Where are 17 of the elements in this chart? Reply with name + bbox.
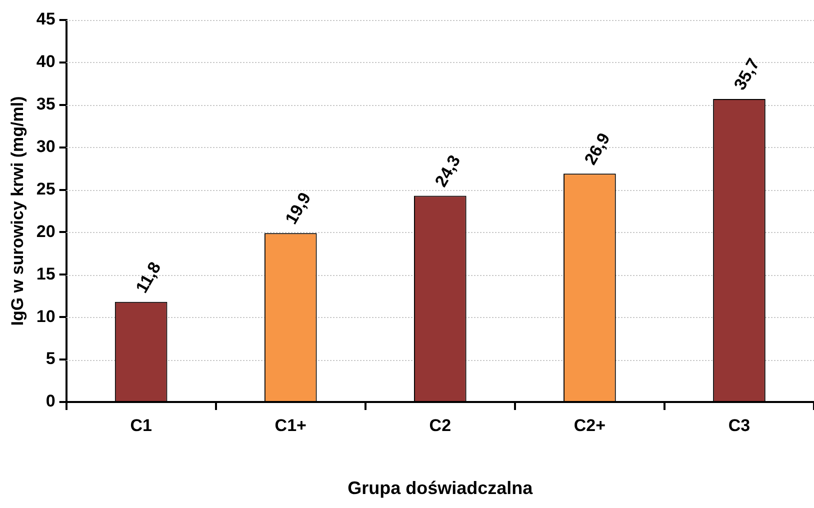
x-tick-label: C2+ xyxy=(574,416,606,435)
y-axis-title: IgG w surowicy krwi (mg/ml) xyxy=(8,96,27,326)
y-tick-label: 45 xyxy=(36,10,56,29)
y-tick-label: 30 xyxy=(36,137,56,156)
x-tick-label: C1 xyxy=(130,416,152,435)
y-tick-label: 35 xyxy=(36,94,56,114)
x-tick-label: C2 xyxy=(429,416,452,435)
y-tick-label: 10 xyxy=(36,306,56,326)
y-tick-label: 20 xyxy=(36,222,56,241)
x-axis-title: Grupa doświadczalna xyxy=(348,478,534,498)
x-tick-label: C1+ xyxy=(274,416,307,435)
y-tick-label: 5 xyxy=(46,349,56,368)
x-tick-label: C3 xyxy=(728,416,750,435)
y-tick-label: 25 xyxy=(36,179,56,198)
y-tick-label: 15 xyxy=(36,264,56,284)
y-tick-label: 40 xyxy=(36,52,56,72)
y-tick-label: 0 xyxy=(46,392,56,411)
